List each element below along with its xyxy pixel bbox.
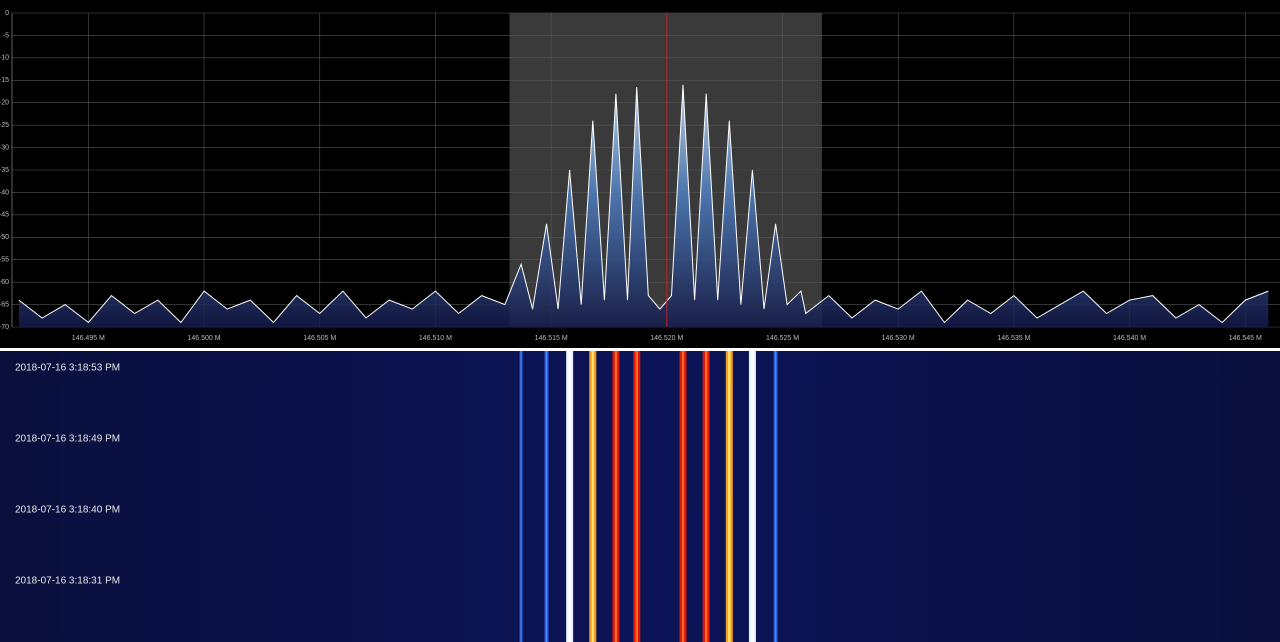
x-tick-label: 146.510 M (419, 335, 452, 342)
x-tick-label: 146.500 M (188, 335, 221, 342)
waterfall-stripe-core (614, 351, 618, 642)
waterfall-stripe-core (568, 351, 571, 642)
y-tick-label: -40 (0, 189, 9, 196)
waterfall (519, 351, 778, 642)
waterfall-stripe-core (751, 351, 754, 642)
timestamp: 2018-07-16 3:18:53 PM (15, 363, 120, 374)
x-tick-label: 146.520 M (650, 335, 683, 342)
timestamps: 2018-07-16 3:18:53 PM 2018-07-16 3:18:49 … (15, 363, 120, 587)
timestamp: 2018-07-16 3:18:49 PM (15, 434, 120, 445)
y-tick-label: -15 (0, 77, 9, 84)
waterfall-stripe-core (545, 351, 548, 642)
waterfall-stripe-core (681, 351, 685, 642)
waterfall-stripe-core (774, 351, 777, 642)
x-tick-label: 146.505 M (303, 335, 336, 342)
y-tick-label: -10 (0, 55, 9, 62)
x-tick-label: 146.525 M (766, 335, 799, 342)
spectrum-area (18, 84, 1269, 327)
y-tick-label: -60 (0, 279, 9, 286)
y-tick-label: -30 (0, 144, 9, 151)
x-tick-label: 146.530 M (882, 335, 915, 342)
y-tick-label: -70 (0, 324, 9, 331)
spectrum-line (18, 84, 1269, 324)
y-tick-label: -5 (3, 32, 9, 39)
y-tick-label: -65 (0, 301, 9, 308)
x-tick-label: 146.495 M (72, 335, 105, 342)
waterfall-stripe-core (704, 351, 708, 642)
timestamp: 2018-07-16 3:18:40 PM (15, 505, 120, 516)
y-tick-label: -25 (0, 122, 9, 129)
y-tick-label: -55 (0, 257, 9, 264)
y-tick-label: 0 (5, 10, 9, 17)
x-tick-label: 146.545 M (1229, 335, 1262, 342)
waterfall-stripe-core (635, 351, 638, 642)
y-tick-label: -35 (0, 167, 9, 174)
y-tick-label: -45 (0, 212, 9, 219)
timestamp: 2018-07-16 3:18:31 PM (15, 576, 120, 587)
splitter (0, 348, 1280, 351)
waterfall-stripe-core (728, 351, 731, 642)
y-tick-label: -50 (0, 234, 9, 241)
y-tick-label: -20 (0, 100, 9, 107)
waterfall-stripe-core (591, 351, 594, 642)
x-tick-label: 146.515 M (535, 335, 568, 342)
x-tick-label: 146.540 M (1113, 335, 1146, 342)
waterfall-stripe-core (520, 351, 522, 642)
x-tick-label: 146.535 M (997, 335, 1030, 342)
